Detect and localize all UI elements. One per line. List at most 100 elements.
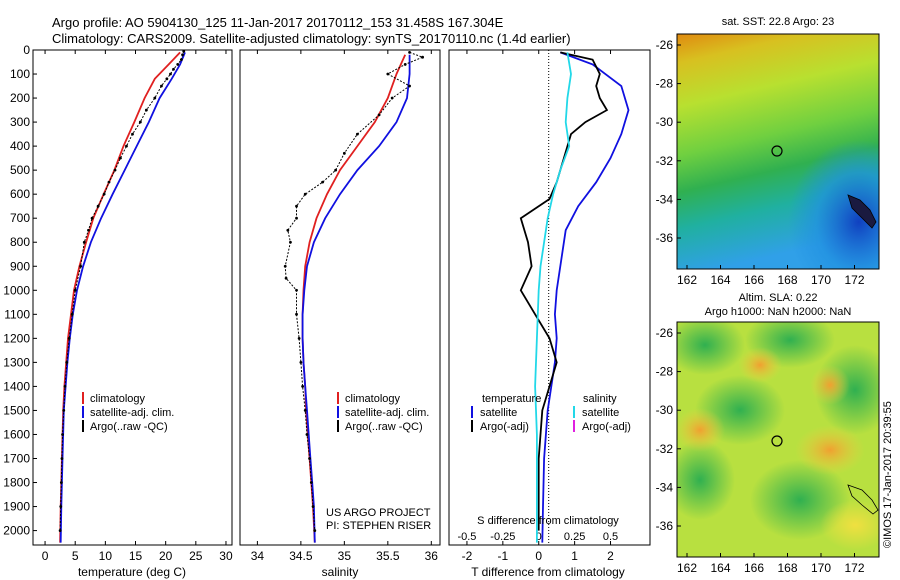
x-tick-label: 36 xyxy=(425,549,439,563)
argo-data-point xyxy=(303,409,307,412)
sla-latitude-ticks: -26 -28 -30 -32 -34 -36 xyxy=(656,326,681,533)
argo-data-point xyxy=(59,505,63,508)
salinity-difference-axis-label: S difference from climatology xyxy=(477,515,619,527)
y-tick-label: 1300 xyxy=(3,355,30,369)
x-top-tick-label: -0.25 xyxy=(490,531,515,543)
salinity-series xyxy=(283,51,425,543)
x-tick-label: 34.5 xyxy=(289,549,313,563)
y-tick-label: 0 xyxy=(23,43,30,57)
legend-label-climatology: climatology xyxy=(90,393,146,405)
lat-tick-label: -36 xyxy=(656,519,674,533)
temperature-difference-axis-label: T difference from climatology xyxy=(471,565,625,579)
argo-float-marker xyxy=(771,145,783,157)
temperature-axes-frame xyxy=(32,49,233,546)
argo-data-point xyxy=(65,360,69,364)
new-caledonia-coastline xyxy=(847,194,877,229)
x-tick-label: 0 xyxy=(535,549,542,563)
salinity-axis-label: salinity xyxy=(322,565,359,579)
lat-tick-label: -28 xyxy=(656,365,674,379)
argo-data-point xyxy=(73,288,77,292)
y-tick-label: 1200 xyxy=(3,331,30,345)
lon-tick-label: 162 xyxy=(677,273,697,287)
x-tick-label: 20 xyxy=(159,549,173,563)
y-tick-label: 900 xyxy=(10,259,30,273)
y-tick-label: 1000 xyxy=(3,283,30,297)
lon-tick-label: 162 xyxy=(677,561,697,575)
lon-tick-label: 168 xyxy=(777,273,797,287)
legend-title-temperature: temperature xyxy=(482,393,541,405)
lat-tick-label: -32 xyxy=(656,154,674,168)
x-top-tick-label: 0 xyxy=(536,531,542,543)
sla-longitude-ticks: 162 164 166 168 170 172 xyxy=(677,553,865,575)
legend-label-t-argo: Argo(-adj) xyxy=(480,421,529,433)
series-line xyxy=(59,51,181,543)
lat-tick-label: -36 xyxy=(656,231,674,245)
y-tick-label: 700 xyxy=(10,211,30,225)
legend-title-salinity: salinity xyxy=(583,393,617,405)
difference-panel: -2 -1 0 1 2 -0.5 -0.25 0 0.25 0.5 S difference f… xyxy=(448,49,651,579)
y-tick-label: 300 xyxy=(10,115,30,129)
sst-map-title: sat. SST: 22.8 Argo: 23 xyxy=(722,16,835,28)
y-tick-label: 200 xyxy=(10,91,30,105)
y-tick-label: 2000 xyxy=(3,524,30,538)
argo-data-point xyxy=(299,360,303,364)
lat-tick-label: -26 xyxy=(656,326,674,340)
x-top-tick-label: -0.5 xyxy=(457,531,476,543)
depth-tick-labels: 0 100 200 300 400 500 600 700 800 900 1000 1100 1200… xyxy=(3,43,37,538)
sla-anomaly xyxy=(738,347,782,383)
x-top-tick-label: 0.25 xyxy=(564,531,585,543)
sla-anomaly xyxy=(795,425,865,475)
salinity-legend: climatology satellite-adj. clim. Argo(..… xyxy=(337,392,429,433)
lon-tick-label: 172 xyxy=(844,561,864,575)
pi-credit: PI: STEPHEN RISER xyxy=(326,520,431,532)
argo-data-point xyxy=(67,336,71,340)
x-tick-label: 35.5 xyxy=(376,549,400,563)
new-caledonia-coastline xyxy=(847,484,879,515)
x-tick-label: 25 xyxy=(189,549,203,563)
series-line xyxy=(284,51,424,531)
salinity-tick-labels: 34 34.5 35 35.5 36 xyxy=(251,50,439,563)
argo-data-point xyxy=(284,276,288,280)
argo-data-point xyxy=(297,336,301,340)
sst-map-frame xyxy=(676,33,880,270)
y-tick-label: 500 xyxy=(10,163,30,177)
lon-tick-label: 166 xyxy=(744,561,764,575)
lon-tick-label: 164 xyxy=(710,273,730,287)
sst-longitude-ticks: 162 164 166 168 170 172 xyxy=(677,265,865,287)
lat-tick-label: -34 xyxy=(656,480,674,494)
temperature-axis-label: temperature (deg C) xyxy=(78,565,186,579)
argo-data-point xyxy=(301,385,305,388)
x-tick-label: 1 xyxy=(571,549,578,563)
y-tick-label: 100 xyxy=(10,67,30,81)
y-tick-label: 1100 xyxy=(4,307,30,321)
header-title-line2: Climatology: CARS2009. Satellite-adjuste… xyxy=(52,31,571,46)
argo-float-marker xyxy=(771,435,783,447)
sst-latitude-ticks: -26 -28 -30 -32 -34 -36 xyxy=(656,38,681,245)
salinity-difference-tick-labels: -0.5 -0.25 0 0.25 0.5 xyxy=(457,531,618,543)
header-title-line1: Argo profile: AO 5904130_125 11-Jan-2017… xyxy=(52,15,504,30)
legend-label-s-argo: Argo(-adj) xyxy=(582,421,631,433)
lat-tick-label: -26 xyxy=(656,38,674,52)
y-tick-label: 1600 xyxy=(3,427,30,441)
x-tick-label: 15 xyxy=(129,549,143,563)
series-line xyxy=(59,52,186,543)
x-tick-label: -1 xyxy=(498,549,509,563)
lon-tick-label: 170 xyxy=(811,561,831,575)
x-tick-label: 2 xyxy=(607,549,614,563)
legend-label-argo: Argo(..raw -QC) xyxy=(345,421,423,433)
lat-tick-label: -34 xyxy=(656,192,674,206)
lon-tick-label: 164 xyxy=(710,561,730,575)
y-tick-label: 1400 xyxy=(3,379,30,393)
sla-anomaly xyxy=(677,408,725,452)
x-tick-label: -2 xyxy=(462,549,473,563)
project-credit: US ARGO PROJECT xyxy=(326,507,431,519)
x-tick-label: 5 xyxy=(72,549,79,563)
sla-map-title-line1: Altim. SLA: 0.22 xyxy=(739,292,818,304)
lat-tick-label: -32 xyxy=(656,442,674,456)
salinity-axes-frame xyxy=(239,49,441,546)
x-tick-label: 10 xyxy=(99,549,113,563)
difference-legend: temperature satellite Argo(-adj) salinit… xyxy=(471,393,631,433)
series-line xyxy=(534,52,572,543)
y-tick-label: 1500 xyxy=(3,403,30,417)
